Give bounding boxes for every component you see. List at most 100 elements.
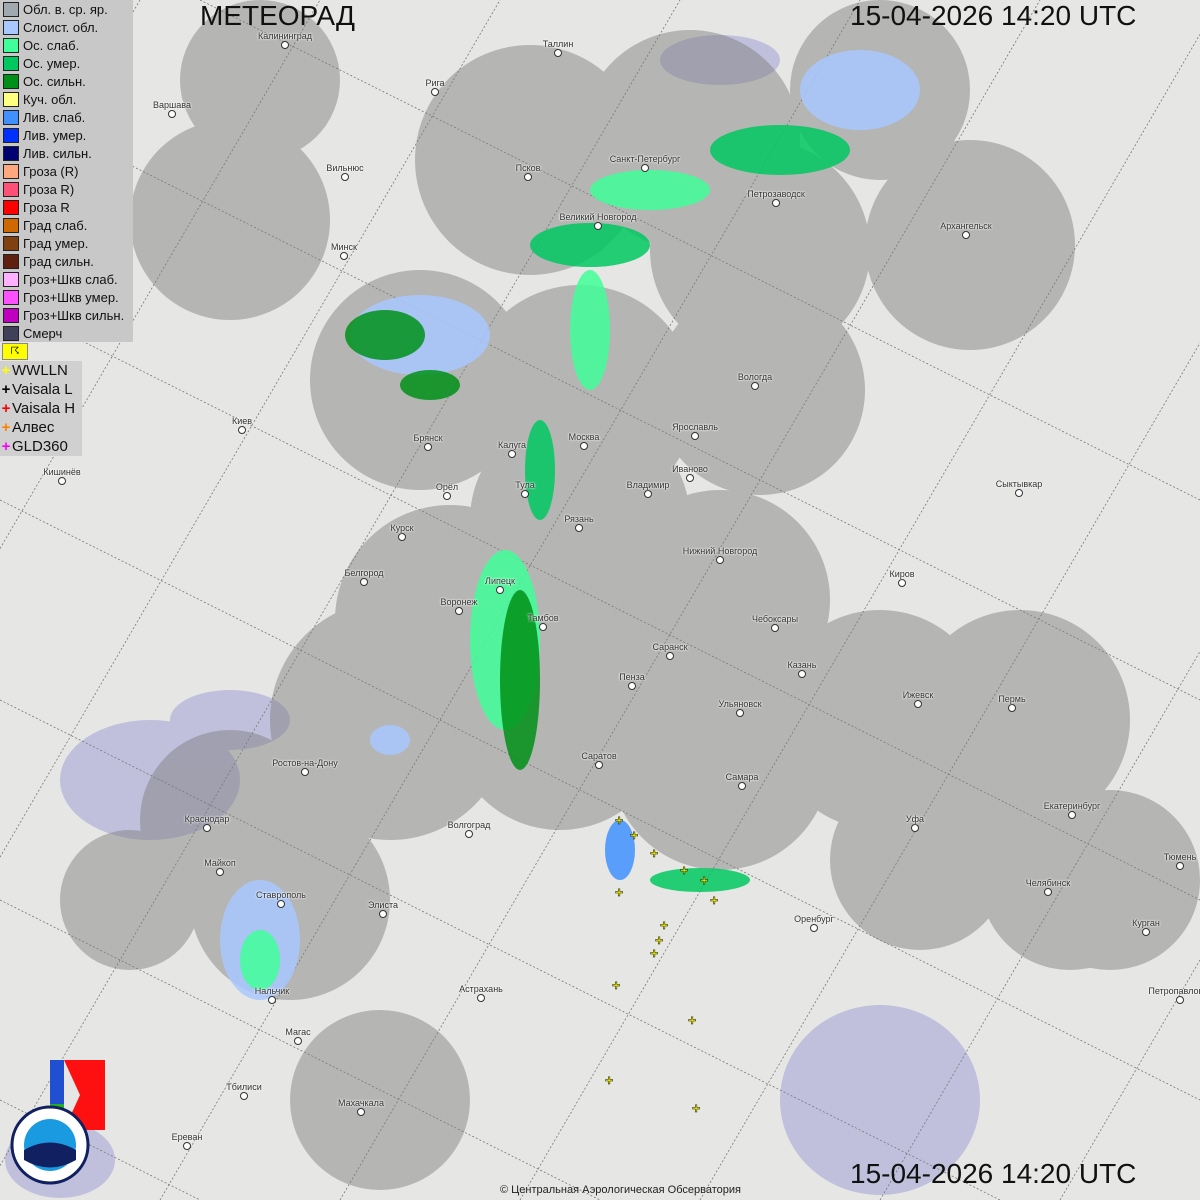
legend-label: Обл. в. ср. яр. <box>23 1 108 17</box>
city-marker <box>798 670 806 678</box>
city-label: Краснодар <box>184 814 230 824</box>
city-marker <box>580 442 588 450</box>
city-label: Рязань <box>564 514 594 524</box>
city-marker <box>496 586 504 594</box>
city-label: Майкоп <box>204 858 236 868</box>
city-marker <box>1176 862 1184 870</box>
city-marker <box>644 490 652 498</box>
city-label: Архангельск <box>940 221 992 231</box>
city-label: Калуга <box>497 440 527 450</box>
city-marker <box>1176 996 1184 1004</box>
city-marker <box>539 623 547 631</box>
legend-swatch <box>3 289 19 305</box>
legend-label: Лив. сильн. <box>23 145 92 161</box>
copyright-text: © Центральная Аэрологическая Обсерватори… <box>500 1184 741 1196</box>
legend-label: Гроз+Шкв слаб. <box>23 271 118 287</box>
legend-label: Лив. слаб. <box>23 109 86 125</box>
city-marker <box>521 490 529 498</box>
city-marker <box>736 709 744 717</box>
city-marker <box>216 868 224 876</box>
lightning-strike-icon: + <box>692 1100 700 1116</box>
legend-swatch <box>3 1 19 17</box>
city-label: Тюмень <box>1163 852 1197 862</box>
city-marker <box>686 474 694 482</box>
city-marker <box>595 761 603 769</box>
city-label: Самара <box>725 772 759 782</box>
city-marker <box>238 426 246 434</box>
radar-coverage-circle <box>270 600 510 840</box>
legend-item: Гроз+Шкв умер. <box>0 288 133 306</box>
city-marker <box>1008 704 1016 712</box>
lightning-strike-icon: + <box>700 872 708 888</box>
city-label: Оренбург <box>794 914 834 924</box>
city-label: Минск <box>331 242 357 252</box>
legend-item: Ос. умер. <box>0 54 133 72</box>
water-body <box>170 690 290 750</box>
lightning-strike-icon: + <box>655 932 663 948</box>
city-label: Курган <box>1132 918 1160 928</box>
legend-swatch <box>3 199 19 215</box>
city-label: Кишинёв <box>43 467 81 477</box>
precipitation-echo <box>605 820 635 880</box>
graticule-line <box>0 0 681 1166</box>
lightning-legend-label: Алвес <box>12 419 55 436</box>
lightning-strike-icon: + <box>612 977 620 993</box>
city-marker <box>58 477 66 485</box>
city-marker <box>898 579 906 587</box>
lightning-toggle-button[interactable]: ☈ <box>2 343 28 360</box>
legend-swatch <box>3 271 19 287</box>
city-marker <box>455 607 463 615</box>
city-label: Рига <box>425 78 445 88</box>
lightning-legend-item: + WWLLN <box>0 361 82 380</box>
precipitation-echo <box>240 930 280 990</box>
city-label: Сыктывкар <box>995 479 1043 489</box>
lightning-legend-item: + Vaisala L <box>0 380 82 399</box>
product-title: МЕТЕОРАД <box>200 0 355 31</box>
legend-label: Гроз+Шкв сильн. <box>23 307 125 323</box>
city-label: Воронеж <box>440 597 478 607</box>
lightning-cross-icon: + <box>1 362 11 379</box>
city-label: Владимир <box>626 480 670 490</box>
city-label: Ростов-на-Дону <box>272 758 338 768</box>
city-marker <box>357 1108 365 1116</box>
city-label: Вильнюс <box>326 163 364 173</box>
timestamp-top: 15-04-2026 14:20 UTC <box>850 0 1137 31</box>
city-marker <box>424 443 432 451</box>
city-label: Иваново <box>672 464 708 474</box>
city-marker <box>431 88 439 96</box>
city-marker <box>281 41 289 49</box>
precipitation-echo <box>800 50 920 130</box>
legend-swatch <box>3 253 19 269</box>
water-body <box>660 35 780 85</box>
city-marker <box>575 524 583 532</box>
city-label: Саратов <box>581 751 617 761</box>
lightning-strike-icon: + <box>710 892 718 908</box>
legend-swatch <box>3 181 19 197</box>
legend-label: Ос. сильн. <box>23 73 86 89</box>
city-label: Тамбов <box>527 613 559 623</box>
radar-coverage-circle <box>465 285 695 515</box>
radar-coverage-circle <box>290 1010 470 1190</box>
city-marker <box>914 700 922 708</box>
lightning-cross-icon: + <box>1 381 11 398</box>
lightning-strike-icon: + <box>615 884 623 900</box>
legend-item: Смерч <box>0 324 133 342</box>
legend-swatch <box>3 109 19 125</box>
city-marker <box>1015 489 1023 497</box>
city-label: Магас <box>285 1027 311 1037</box>
lightning-strike-icon: + <box>630 827 638 843</box>
legend-label: Гроза R <box>23 199 70 215</box>
legend-item: Обл. в. ср. яр. <box>0 0 133 18</box>
legend-label: Ос. умер. <box>23 55 81 71</box>
legend-swatch <box>3 91 19 107</box>
city-marker <box>477 994 485 1002</box>
city-label: Чебоксары <box>751 614 799 624</box>
legend-item: Град сильн. <box>0 252 133 270</box>
city-marker <box>1044 888 1052 896</box>
lightning-legend-label: WWLLN <box>12 362 68 379</box>
legend-item: Лив. сильн. <box>0 144 133 162</box>
legend-label: Град умер. <box>23 235 89 251</box>
water-body <box>780 1005 980 1195</box>
city-label: Петрозаводск <box>747 189 805 199</box>
